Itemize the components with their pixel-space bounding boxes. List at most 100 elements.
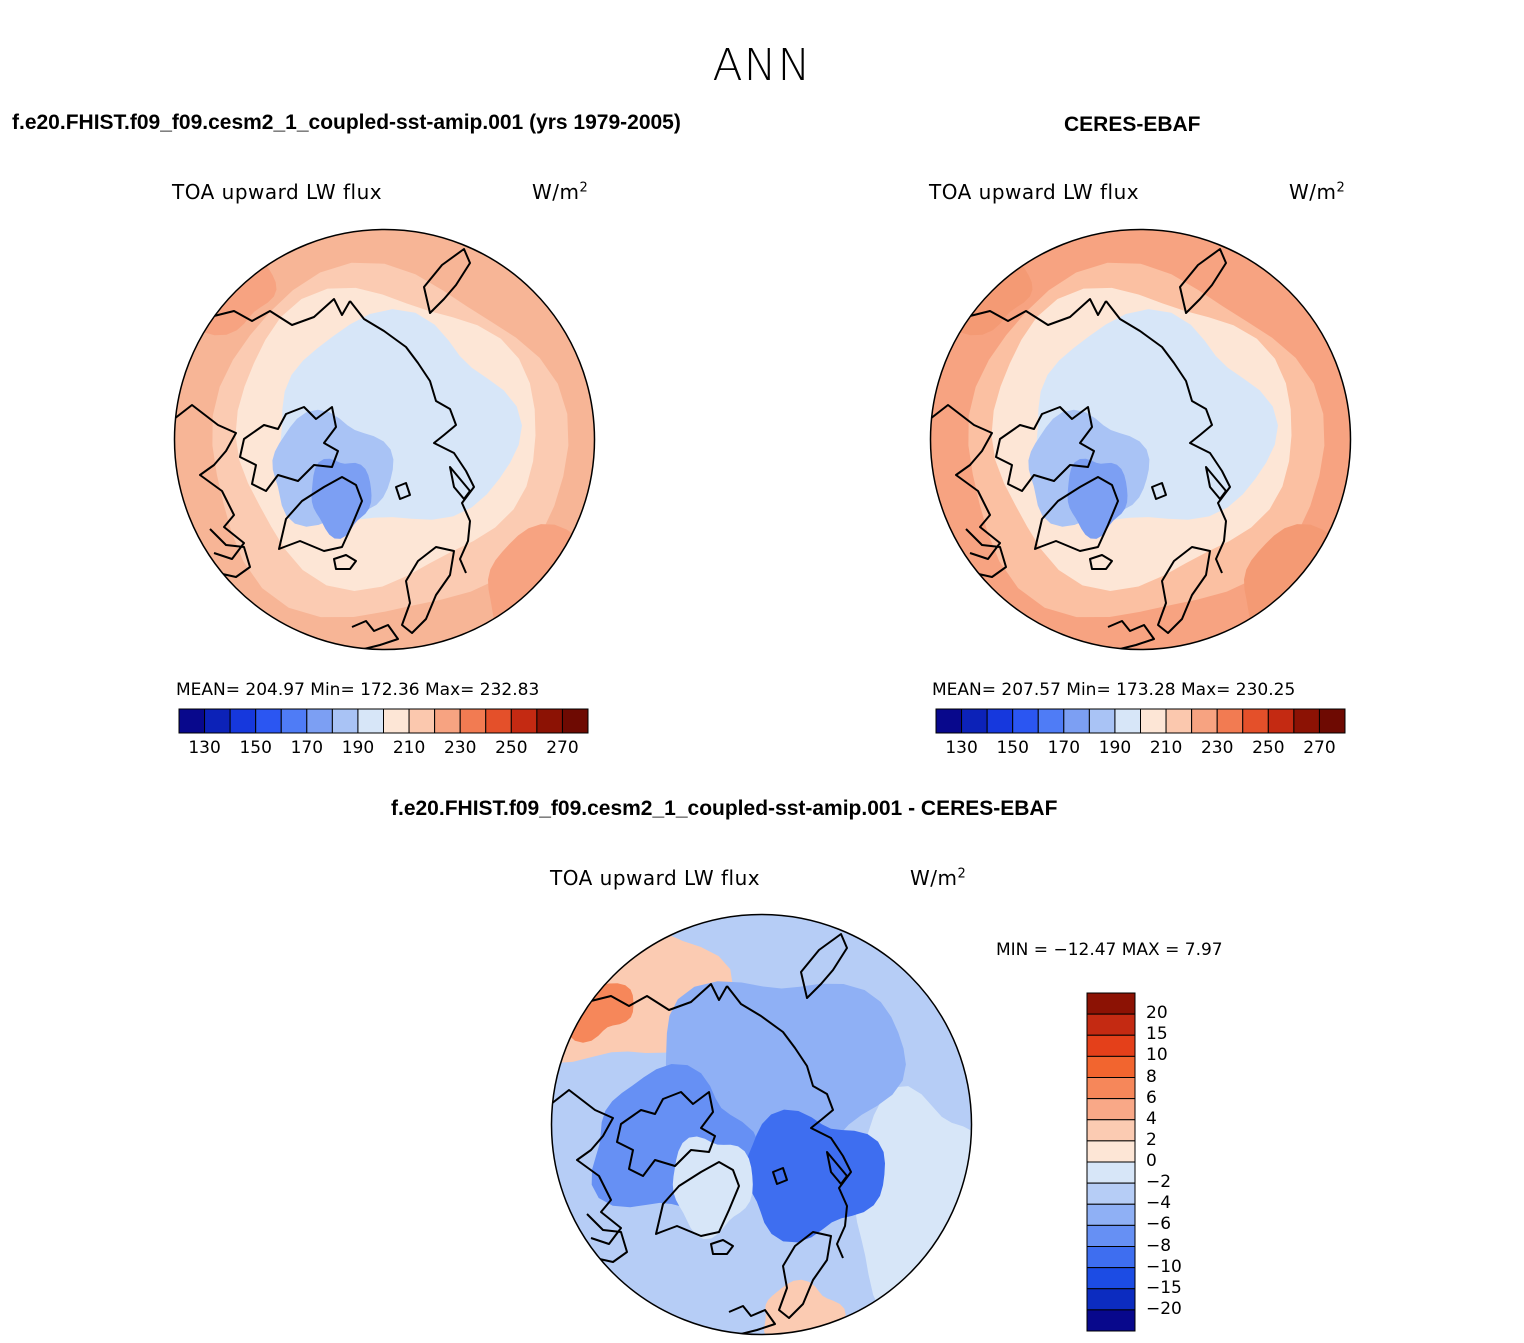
- diff-units-label: W/m2: [910, 866, 967, 890]
- model-colorbar-box: [306, 708, 333, 734]
- diff-coast-north-america: [551, 1089, 622, 1245]
- model-colorbar-box: [536, 708, 563, 734]
- diff-colorbar-tick-label: 15: [1146, 1024, 1168, 1045]
- model-coast-kamchatka: [423, 248, 471, 314]
- diff-colorbar-box: [1086, 1203, 1136, 1226]
- obs-variable-label: TOA upward LW flux: [929, 180, 1140, 204]
- model-colorbar-tick-label: 130: [188, 738, 221, 758]
- model-colorbar-box: [408, 708, 436, 734]
- obs-colorbar-box: [1242, 708, 1269, 734]
- diff-colorbar-box: [1086, 1034, 1136, 1057]
- model-panel-title: f.e20.FHIST.f09_f09.cesm2_1_coupled-sst-…: [12, 111, 681, 134]
- model-colorbar-box: [280, 708, 308, 734]
- obs-coast-north-america: [930, 404, 1001, 560]
- model-coast-archipelago: [239, 406, 339, 492]
- model-field-coldest-region: [311, 458, 372, 539]
- obs-colorbar-box: [1114, 708, 1141, 734]
- obs-colorbar-box: [1216, 708, 1244, 734]
- obs-coast-kamchatka: [1179, 248, 1227, 314]
- diff-colorbar-box: [1086, 1098, 1136, 1121]
- obs-colorbar-box: [1140, 708, 1167, 734]
- diff-colorbar-box: [1086, 1182, 1136, 1205]
- diff-field-stronger-region: [744, 1109, 885, 1243]
- model-colorbar-box: [510, 708, 538, 734]
- model-colorbar-box: [255, 708, 282, 734]
- diff-coast-scandinavia: [778, 1231, 832, 1319]
- diff-colorbar-box: [1086, 1224, 1136, 1247]
- diff-colorbar-box: [1086, 1309, 1136, 1332]
- model-coast-siberia: [349, 300, 475, 574]
- diff-coast-kamchatka: [800, 933, 848, 999]
- diff-colorbar-box: [1086, 1246, 1136, 1269]
- model-coast-novaya-zemlya: [449, 466, 471, 500]
- obs-coast-novaya-zemlya: [1205, 466, 1227, 500]
- model-colorbar-tick-label: 230: [443, 738, 477, 758]
- diff-colorbar-tick-label: −6: [1146, 1214, 1172, 1235]
- diff-coast-svalbard: [772, 1167, 788, 1185]
- model-colorbar-ticks: 130 150 170 190 210 230 250 270: [179, 738, 588, 760]
- diff-colorbar-tick-label: −15: [1146, 1277, 1182, 1298]
- diff-map-border: [550, 913, 973, 1336]
- obs-colorbar-ticks: 130 150 170 190 210 230 250 270: [936, 738, 1345, 760]
- obs-coast-alaska: [965, 298, 1107, 326]
- diff-colorbar-box: [1086, 1267, 1136, 1290]
- obs-field-coldest-region: [1067, 458, 1128, 539]
- obs-colorbar: [935, 708, 1346, 734]
- obs-colorbar-tick-label: 130: [945, 738, 978, 758]
- model-map-field: [174, 229, 595, 650]
- obs-colorbar-box: [1318, 708, 1346, 734]
- diff-colorbar-tick-label: −20: [1146, 1298, 1182, 1319]
- model-colorbar-box: [485, 708, 512, 734]
- diff-colorbar: [1086, 992, 1136, 1332]
- obs-colorbar-box: [1267, 708, 1295, 734]
- diff-colorbar-tick-label: −8: [1146, 1235, 1172, 1256]
- model-colorbar-box: [459, 708, 487, 734]
- model-colorbar-tick-label: 170: [290, 738, 324, 758]
- model-coast-svalbard: [395, 482, 411, 500]
- diff-colorbar-tick-label: 6: [1146, 1087, 1157, 1108]
- model-units-label: W/m2: [532, 180, 589, 204]
- obs-panel-title: CERES-EBAF: [1064, 113, 1201, 136]
- diff-colorbar-tick-label: 10: [1146, 1045, 1168, 1066]
- obs-colorbar-box: [1165, 708, 1193, 734]
- model-coastlines: [174, 248, 475, 650]
- model-polar-map: [173, 228, 596, 651]
- model-colorbar-box: [357, 708, 384, 734]
- model-colorbar-tick-label: 190: [341, 738, 375, 758]
- obs-colorbar-box: [961, 708, 988, 734]
- season-title: ANN: [712, 40, 812, 91]
- model-colorbar-tick-label: 250: [495, 738, 528, 758]
- model-colorbar-box: [204, 708, 231, 734]
- obs-coast-svalbard: [1151, 482, 1167, 500]
- diff-colorbar-tick-label: 20: [1146, 1003, 1168, 1024]
- diff-stats: MIN = −12.47 MAX = 7.97: [996, 940, 1223, 960]
- model-colorbar-box: [434, 708, 461, 734]
- diff-field-greenland-light: [672, 1136, 753, 1240]
- model-colorbar-box: [331, 708, 359, 734]
- model-colorbar-box: [383, 708, 410, 734]
- model-colorbar: [178, 708, 589, 734]
- diff-colorbar-tick-label: −4: [1146, 1193, 1172, 1214]
- diff-field-light-region: [854, 1086, 972, 1324]
- model-map-border: [173, 228, 596, 651]
- diff-colorbar-box: [1086, 1055, 1136, 1078]
- obs-coast-europe: [1107, 620, 1155, 650]
- diff-panel-title: f.e20.FHIST.f09_f09.cesm2_1_coupled-sst-…: [391, 797, 1058, 820]
- diff-coast-greenland: [655, 1161, 740, 1237]
- diff-coast-novaya-zemlya: [826, 1151, 848, 1185]
- model-coast-greenland: [278, 476, 363, 552]
- diff-variable-label: TOA upward LW flux: [550, 866, 761, 890]
- obs-colorbar-tick-label: 150: [996, 738, 1029, 758]
- diff-coast-hudson-bay: [586, 1213, 628, 1263]
- model-colorbar-tick-label: 150: [239, 738, 272, 758]
- obs-coast-scandinavia: [1157, 546, 1211, 634]
- diff-colorbar-tick-label: −10: [1146, 1256, 1182, 1277]
- obs-map-field: [930, 229, 1351, 650]
- obs-colorbar-box: [1293, 708, 1320, 734]
- diff-colorbar-box: [1086, 1119, 1136, 1142]
- diff-coast-siberia: [726, 985, 852, 1259]
- obs-colorbar-tick-label: 270: [1303, 738, 1336, 758]
- diff-colorbar-tick-label: −2: [1146, 1172, 1172, 1193]
- model-coast-north-america: [174, 404, 245, 560]
- obs-units-label: W/m2: [1289, 180, 1346, 204]
